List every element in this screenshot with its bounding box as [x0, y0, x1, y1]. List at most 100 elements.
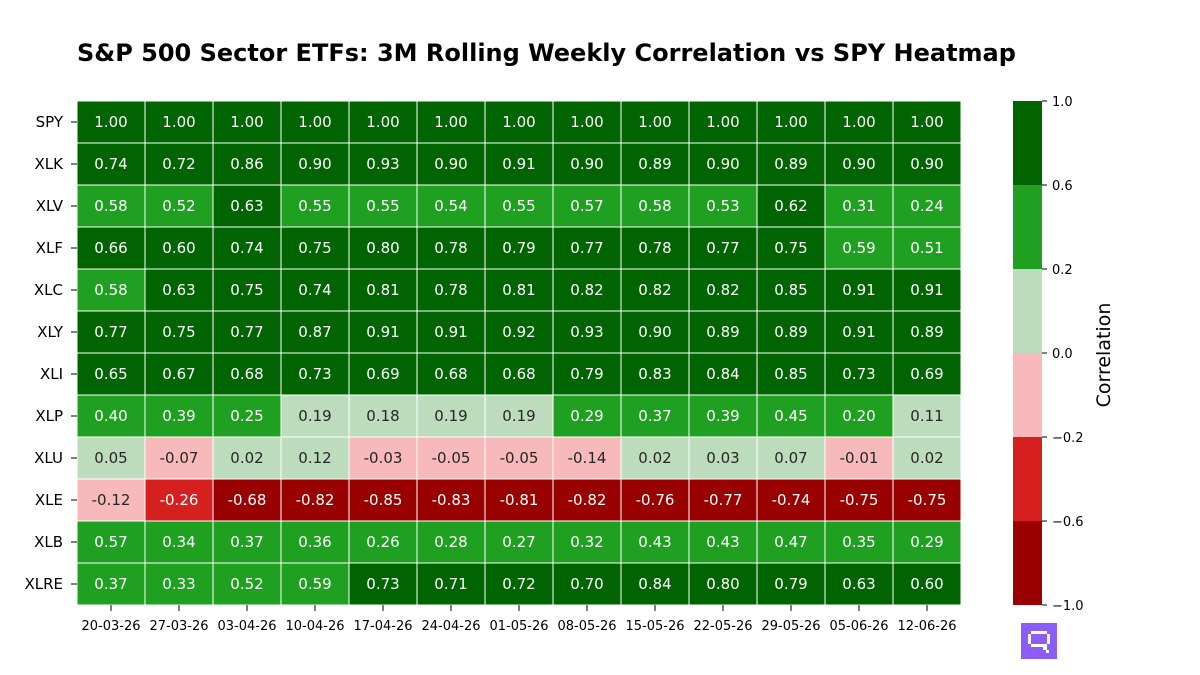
cell-value-label: 0.40 — [94, 407, 127, 425]
heatmap-cell-XLF-5 — [416, 226, 486, 270]
cell-value-label: 0.29 — [910, 533, 943, 551]
heatmap-cell-XLI-4 — [348, 352, 418, 396]
cell-value-label: 0.07 — [774, 449, 807, 467]
cell-value-label: 0.93 — [570, 323, 603, 341]
heatmap-cell-XLRE-11 — [824, 562, 894, 606]
cell-value-label: 0.82 — [706, 281, 739, 299]
cell-value-label: 0.60 — [910, 575, 943, 593]
heatmap-cell-XLU-5 — [416, 436, 486, 480]
heatmap-cell-XLB-1 — [144, 520, 214, 564]
cell-value-label: 0.55 — [298, 197, 331, 215]
heatmap-cell-XLP-3 — [280, 394, 350, 438]
cell-value-label: 0.91 — [910, 281, 943, 299]
column-label: 01-05-26 — [489, 619, 548, 634]
heatmap-cell-XLE-1 — [144, 478, 214, 522]
cell-value-label: 0.74 — [94, 155, 127, 173]
cell-value-label: 0.58 — [638, 197, 671, 215]
heatmap-cell-XLRE-8 — [620, 562, 690, 606]
cell-value-label: 0.71 — [434, 575, 467, 593]
colorbar-tick-label: −0.2 — [1052, 431, 1084, 446]
cell-value-label: 0.66 — [94, 239, 127, 257]
cell-value-label: 0.91 — [434, 323, 467, 341]
cell-value-label: -0.14 — [568, 449, 607, 467]
column-label: 27-03-26 — [149, 619, 208, 634]
heatmap-cell-XLK-8 — [620, 142, 690, 186]
heatmap-cell-XLV-9 — [688, 184, 758, 228]
heatmap-cell-XLV-12 — [892, 184, 962, 228]
cell-value-label: 0.77 — [706, 239, 739, 257]
cell-value-label: 0.55 — [502, 197, 535, 215]
row-label: XLP — [35, 407, 63, 425]
cell-value-label: 1.00 — [774, 113, 807, 131]
cell-value-label: -0.07 — [160, 449, 199, 467]
colorbar: −1.0 −0.6 −0.2 0.0 0.2 0.6 1.0 — [1013, 95, 1084, 614]
cell-value-label: 0.80 — [706, 575, 739, 593]
cell-value-label: 0.78 — [638, 239, 671, 257]
heatmap-cell-XLRE-2 — [212, 562, 282, 606]
cell-value-label: 0.90 — [706, 155, 739, 173]
heatmap-cell-XLK-7 — [552, 142, 622, 186]
cell-value-label: 0.81 — [366, 281, 399, 299]
cell-value-label: 0.83 — [638, 365, 671, 383]
heatmap-cell-XLV-2 — [212, 184, 282, 228]
cell-value-label: 0.73 — [366, 575, 399, 593]
heatmap-cell-XLY-10 — [756, 310, 826, 354]
cell-value-label: -0.05 — [432, 449, 471, 467]
heatmap-cell-XLV-4 — [348, 184, 418, 228]
cell-value-label: 0.27 — [502, 533, 535, 551]
heatmap-cell-XLP-11 — [824, 394, 894, 438]
heatmap-cell-XLF-2 — [212, 226, 282, 270]
cell-value-label: 0.77 — [570, 239, 603, 257]
column-label: 12-06-26 — [897, 619, 956, 634]
heatmap-cell-SPY-11 — [824, 100, 894, 144]
heatmap-cell-SPY-0 — [76, 100, 146, 144]
heatmap-cell-XLV-0 — [76, 184, 146, 228]
cell-value-label: 0.33 — [162, 575, 195, 593]
cell-value-label: 0.69 — [366, 365, 399, 383]
cell-value-label: 0.55 — [366, 197, 399, 215]
cell-value-label: 0.39 — [706, 407, 739, 425]
cell-value-label: -0.83 — [432, 491, 471, 509]
heatmap-cell-XLU-3 — [280, 436, 350, 480]
cell-value-label: 0.02 — [910, 449, 943, 467]
heatmap-cell-XLRE-10 — [756, 562, 826, 606]
cell-value-label: 0.51 — [910, 239, 943, 257]
cell-value-label: -0.85 — [364, 491, 403, 509]
colorbar-label: Correlation — [1093, 303, 1115, 408]
heatmap-cell-XLRE-3 — [280, 562, 350, 606]
cell-value-label: -0.75 — [908, 491, 947, 509]
cell-value-label: -0.81 — [500, 491, 539, 509]
cell-value-label: 0.58 — [94, 281, 127, 299]
heatmap-cell-XLY-1 — [144, 310, 214, 354]
cell-value-label: 0.74 — [230, 239, 263, 257]
cell-value-label: 0.53 — [706, 197, 739, 215]
colorbar-tick-label: −1.0 — [1052, 599, 1084, 614]
column-label: 29-05-26 — [761, 619, 820, 634]
cell-value-label: 0.79 — [502, 239, 535, 257]
colorbar-tick-label: 0.6 — [1052, 179, 1073, 194]
column-label: 24-04-26 — [421, 619, 480, 634]
cell-value-label: 0.19 — [502, 407, 535, 425]
cell-value-label: 0.31 — [842, 197, 875, 215]
row-label: XLV — [36, 197, 64, 215]
heatmap-cell-XLB-3 — [280, 520, 350, 564]
cell-value-label: 0.86 — [230, 155, 263, 173]
heatmap-cell-XLE-10 — [756, 478, 826, 522]
heatmap-cell-XLP-7 — [552, 394, 622, 438]
cell-value-label: 0.32 — [570, 533, 603, 551]
cell-value-label: 0.90 — [570, 155, 603, 173]
heatmap-cell-XLE-11 — [824, 478, 894, 522]
heatmap-cell-XLB-0 — [76, 520, 146, 564]
heatmap-cell-XLV-10 — [756, 184, 826, 228]
cell-value-label: 0.19 — [298, 407, 331, 425]
colorbar-bin — [1013, 101, 1042, 185]
row-label: XLRE — [24, 575, 63, 593]
row-labels: SPY XLK XLV XLF XLC XLY XLI XLP XLU XLE XLB XLRE — [24, 113, 77, 593]
heatmap-cell-XLF-7 — [552, 226, 622, 270]
cell-value-label: 0.03 — [706, 449, 739, 467]
chat-bubble-logo-icon — [1021, 623, 1057, 659]
cell-value-label: 0.59 — [842, 239, 875, 257]
cell-value-label: 0.24 — [910, 197, 943, 215]
cell-value-label: 0.37 — [638, 407, 671, 425]
heatmap-cell-SPY-1 — [144, 100, 214, 144]
